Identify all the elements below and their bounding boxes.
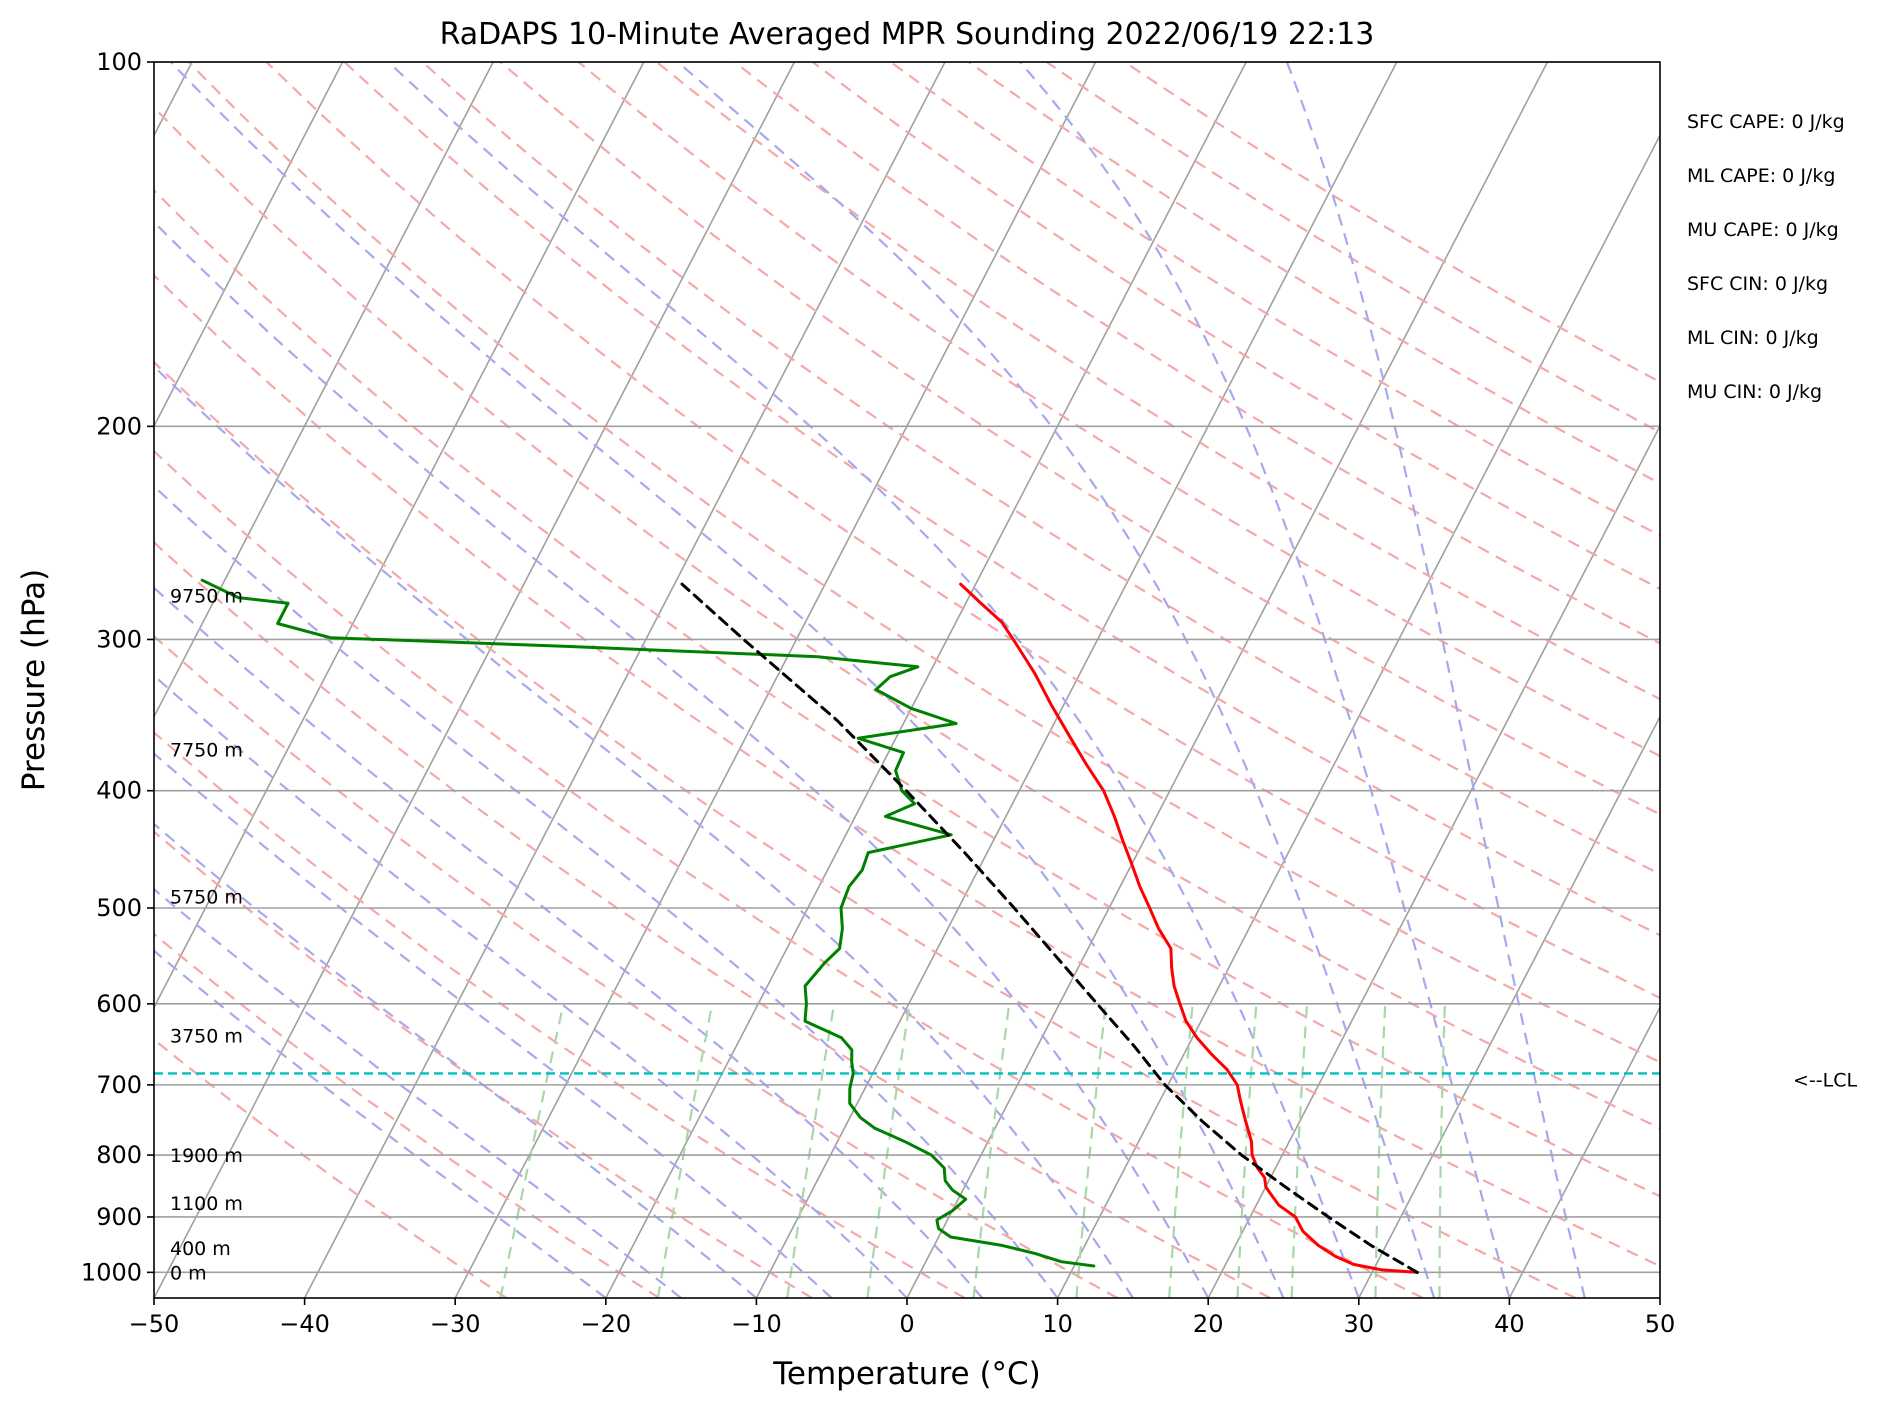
stability-annotation: ML CIN: 0 J/kg <box>1687 327 1819 349</box>
dry-adiabat-line <box>154 932 660 1298</box>
background-lines <box>154 62 1660 1298</box>
axis-ticks: −50 −40 −30 −20 −10 0 10 20 30 40 50 100 200 300 400 50… <box>81 48 1675 1338</box>
mixing-ratio-line <box>656 1003 714 1298</box>
y-tick-label: 600 <box>96 990 142 1018</box>
mixing-ratio-line <box>499 1003 565 1298</box>
x-tick-label: −20 <box>580 1310 631 1338</box>
x-tick-label: 20 <box>1193 1310 1224 1338</box>
y-tick-label: 200 <box>96 412 142 440</box>
y-tick-label: 1000 <box>81 1258 142 1286</box>
stability-annotations: SFC CAPE: 0 J/kg ML CAPE: 0 J/kg MU CAPE: … <box>1687 111 1845 403</box>
moist-adiabat-line <box>154 674 908 1298</box>
height-label: 400 m <box>170 1238 231 1260</box>
mixing-ratio-line <box>866 1003 911 1298</box>
moist-adiabat-line <box>1285 62 1586 1298</box>
x-tick-label: −40 <box>279 1310 330 1338</box>
mixing-ratio-line <box>1290 1003 1309 1298</box>
mixing-ratio-line <box>786 1003 836 1298</box>
y-tick-label: 700 <box>96 1071 142 1099</box>
moist-adiabat-line <box>154 484 1059 1298</box>
moist-adiabat-line <box>387 62 1360 1298</box>
x-tick-label: 50 <box>1645 1310 1676 1338</box>
chart-title: RaDAPS 10-Minute Averaged MPR Sounding 2… <box>440 17 1375 52</box>
height-label: 1900 m <box>170 1145 243 1167</box>
parcel-path-trace <box>680 582 1419 1274</box>
moist-adiabat-line <box>154 752 833 1298</box>
x-tick-label: −10 <box>731 1310 782 1338</box>
isotherm-line <box>154 62 645 1010</box>
mixing-ratio-line <box>1438 1003 1447 1298</box>
y-tick-label: 800 <box>96 1141 142 1169</box>
x-tick-label: 40 <box>1494 1310 1525 1338</box>
isotherm-line <box>1056 133 1660 1298</box>
dry-adiabat-line <box>154 541 1271 1298</box>
x-tick-label: −30 <box>430 1310 481 1338</box>
moist-adiabat-line <box>1019 62 1511 1298</box>
isotherm-line <box>154 62 344 428</box>
isotherm-line <box>906 62 1549 1298</box>
dry-adiabat-line <box>499 62 1660 816</box>
height-label: 0 m <box>170 1262 207 1284</box>
x-tick-label: 30 <box>1344 1310 1375 1338</box>
isotherm-line <box>1508 1005 1660 1298</box>
isotherm-line <box>154 62 796 1298</box>
dry-adiabat-line <box>265 62 1660 1000</box>
dry-adiabat-line <box>154 360 1577 1298</box>
lcl-label: <--LCL <box>1793 1070 1857 1092</box>
dry-adiabat-line <box>154 634 1119 1298</box>
dry-adiabat-line <box>187 62 1660 1064</box>
isotherm-line <box>1207 424 1660 1298</box>
moist-adiabat-line <box>154 220 1210 1298</box>
isotherm-line <box>1358 714 1660 1298</box>
moist-adiabat-line <box>676 62 1436 1298</box>
height-label: 9750 m <box>170 586 243 608</box>
moist-adiabat-line <box>154 365 1134 1298</box>
dry-adiabat-line <box>733 62 1660 645</box>
dry-adiabat-line <box>811 62 1660 591</box>
mixing-ratio-line <box>1075 1003 1107 1298</box>
stability-annotation: SFC CAPE: 0 J/kg <box>1687 111 1845 133</box>
mixing-ratio-line <box>972 1003 1011 1298</box>
x-tick-label: 0 <box>899 1310 914 1338</box>
moist-adiabat-line <box>154 586 984 1298</box>
dry-adiabat-line <box>154 449 1424 1298</box>
height-label: 3750 m <box>170 1025 243 1047</box>
moist-adiabat-line <box>154 887 682 1298</box>
y-tick-label: 300 <box>96 625 142 653</box>
x-axis-label: Temperature (°C) <box>772 1356 1041 1392</box>
mixing-ratio-line <box>1236 1003 1258 1298</box>
dry-adiabat-line <box>154 731 966 1298</box>
y-tick-label: 900 <box>96 1203 142 1231</box>
isotherm-line <box>303 62 946 1298</box>
stability-annotation: SFC CIN: 0 J/kg <box>1687 273 1828 295</box>
isotherm-line <box>605 62 1247 1298</box>
dewpoint-trace <box>200 578 1096 1268</box>
height-label: 1100 m <box>170 1193 243 1215</box>
x-tick-label: 10 <box>1042 1310 1073 1338</box>
mixing-ratio-line <box>1168 1003 1194 1298</box>
moist-adiabat-line <box>169 62 1285 1298</box>
temperature-trace <box>959 582 1419 1274</box>
stability-annotation: MU CIN: 0 J/kg <box>1687 381 1822 403</box>
y-tick-label: 400 <box>96 777 142 805</box>
y-tick-label: 100 <box>96 48 142 76</box>
profile-traces <box>154 578 1660 1274</box>
y-axis-label: Pressure (hPa) <box>16 569 52 791</box>
mixing-ratio-line <box>1374 1003 1387 1298</box>
isotherm-line <box>454 62 1097 1298</box>
dry-adiabat-line <box>577 62 1660 758</box>
dry-adiabat-line <box>154 273 1660 1268</box>
y-tick-label: 500 <box>96 894 142 922</box>
x-tick-label: −50 <box>129 1310 180 1338</box>
height-label: 5750 m <box>170 886 243 908</box>
dry-adiabat-line <box>154 1038 508 1298</box>
height-label: 7750 m <box>170 740 243 762</box>
moist-adiabat-line <box>154 949 607 1298</box>
stability-annotation: MU CAPE: 0 J/kg <box>1687 219 1839 241</box>
stability-annotation: ML CAPE: 0 J/kg <box>1687 165 1835 187</box>
